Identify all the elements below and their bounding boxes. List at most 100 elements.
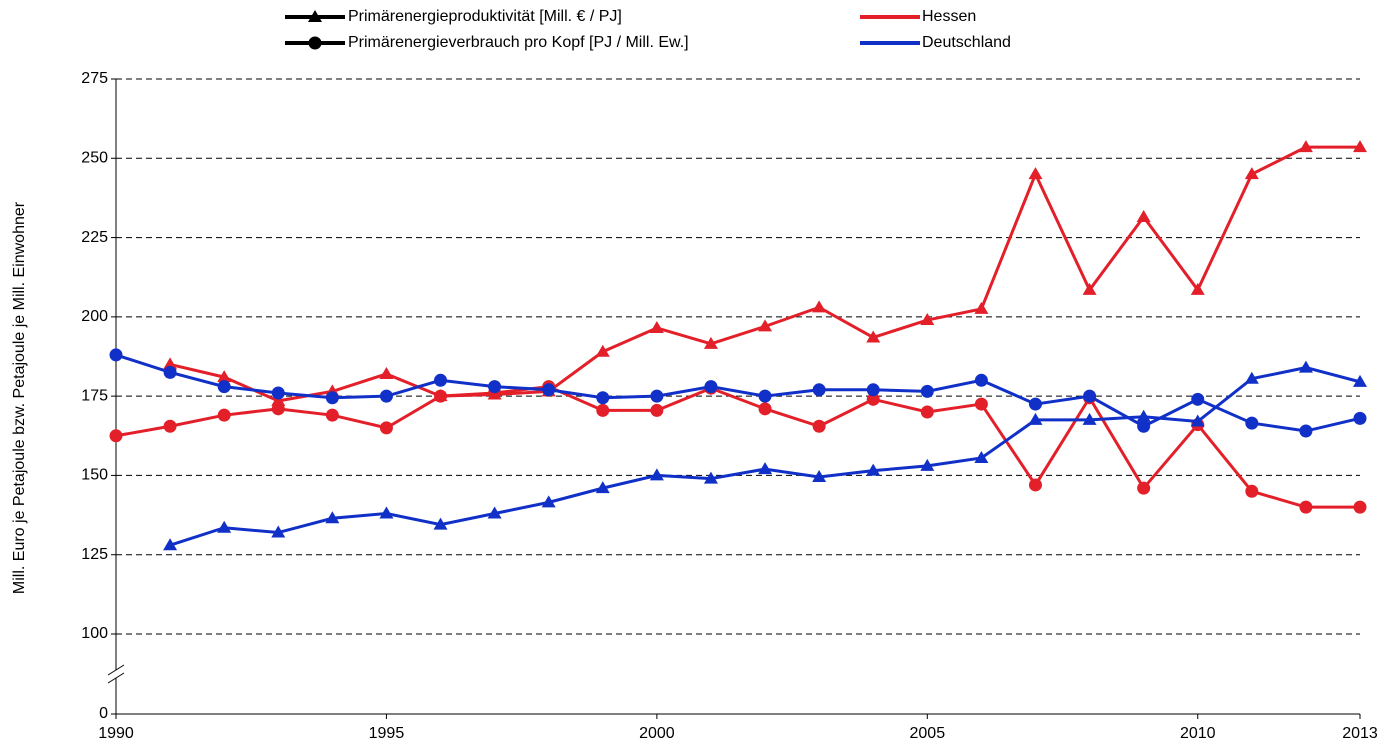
marker [758, 402, 772, 416]
marker [1245, 416, 1259, 430]
marker [595, 481, 610, 494]
legend-label: Deutschland [922, 34, 1011, 51]
marker [650, 403, 664, 417]
marker [271, 386, 285, 400]
marker [1136, 209, 1151, 222]
marker [271, 393, 286, 406]
marker [974, 373, 988, 387]
marker [920, 384, 934, 398]
marker [1028, 478, 1042, 492]
marker [488, 380, 502, 394]
marker [596, 391, 610, 405]
marker [758, 319, 773, 332]
marker [649, 468, 664, 481]
y-tick-label: 200 [81, 308, 108, 325]
marker [1299, 424, 1313, 438]
y-tick-label: 275 [81, 70, 108, 87]
marker [866, 392, 880, 406]
y-tick-label: 125 [81, 546, 108, 563]
marker [1298, 140, 1313, 153]
marker [308, 10, 322, 22]
marker [758, 462, 773, 475]
marker [920, 313, 935, 326]
series-line [115, 353, 1361, 433]
marker [1082, 282, 1097, 295]
marker [1028, 167, 1043, 180]
marker [866, 383, 880, 397]
marker [704, 380, 718, 394]
marker [217, 380, 231, 394]
marker [650, 389, 664, 403]
marker [109, 348, 123, 362]
marker [1190, 282, 1205, 295]
marker [1136, 409, 1151, 422]
y-tick-label: 0 [99, 705, 108, 722]
marker [1353, 500, 1367, 514]
marker [1298, 360, 1313, 373]
x-tick-label: 1990 [98, 725, 134, 742]
marker [163, 357, 178, 370]
marker [812, 470, 827, 483]
marker [379, 506, 394, 519]
marker [217, 520, 232, 533]
marker [434, 389, 448, 403]
marker [487, 506, 502, 519]
marker [1299, 500, 1313, 514]
x-tick-label: 2010 [1180, 725, 1216, 742]
marker [1190, 414, 1205, 427]
marker [434, 373, 448, 387]
marker [325, 408, 339, 422]
marker [1028, 412, 1043, 425]
x-tick-label: 1995 [369, 725, 405, 742]
marker [920, 458, 935, 471]
marker [1353, 411, 1367, 425]
marker [541, 495, 556, 508]
marker [1244, 167, 1259, 180]
marker [596, 403, 610, 417]
marker [812, 419, 826, 433]
y-tick-label: 250 [81, 150, 108, 167]
y-tick-label: 100 [81, 625, 108, 642]
marker [379, 389, 393, 403]
y-tick-label: 150 [81, 467, 108, 484]
legend-label: Hessen [922, 8, 976, 25]
marker [1353, 374, 1367, 387]
marker [433, 517, 448, 530]
marker [974, 397, 988, 411]
marker [974, 450, 989, 463]
x-tick-label: 2013 [1342, 725, 1378, 742]
marker [308, 36, 322, 50]
legend-label: Primärenergieverbrauch pro Kopf [PJ / Mi… [348, 34, 689, 51]
marker [812, 383, 826, 397]
marker [163, 365, 177, 379]
marker [217, 370, 232, 383]
marker [1137, 419, 1151, 433]
series-line [169, 145, 1360, 403]
marker [325, 391, 339, 405]
marker [812, 300, 827, 313]
marker [163, 419, 177, 433]
marker [379, 366, 394, 379]
y-tick-label: 225 [81, 229, 108, 246]
marker [703, 336, 718, 349]
marker [703, 471, 718, 484]
marker [379, 421, 393, 435]
marker [1244, 371, 1259, 384]
marker [1137, 481, 1151, 495]
axis-break [107, 664, 125, 676]
axis-break [107, 672, 125, 684]
marker [1082, 412, 1097, 425]
marker [1083, 389, 1097, 403]
marker [1191, 392, 1205, 406]
series-line [115, 385, 1360, 509]
x-tick-label: 2000 [639, 725, 675, 742]
marker [974, 301, 989, 314]
marker [1353, 140, 1367, 153]
marker [920, 405, 934, 419]
marker [271, 402, 285, 416]
marker [1245, 484, 1259, 498]
marker [866, 463, 881, 476]
y-tick-label: 175 [81, 387, 108, 404]
marker [325, 511, 340, 524]
